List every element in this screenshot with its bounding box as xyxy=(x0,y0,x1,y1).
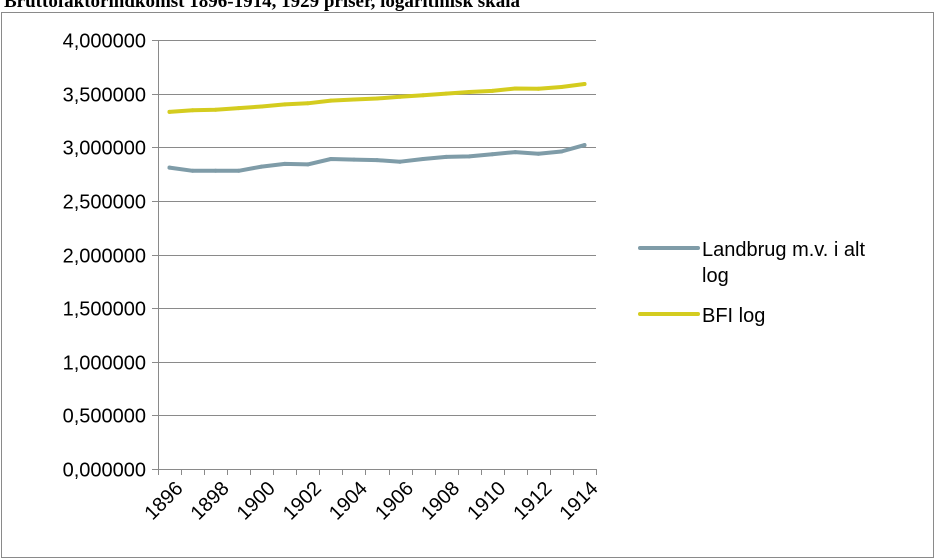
data-point xyxy=(190,168,195,173)
data-point xyxy=(213,168,218,173)
data-point xyxy=(490,152,495,157)
y-tick-label: 0,500000 xyxy=(63,406,146,428)
data-point xyxy=(421,93,426,98)
x-tick-label: 1902 xyxy=(279,477,326,524)
data-point xyxy=(421,157,426,161)
data-point xyxy=(236,106,241,111)
data-point xyxy=(490,88,495,93)
x-tick-label: 1896 xyxy=(141,477,188,524)
x-tick-label: 1912 xyxy=(509,477,556,524)
y-tick-label: 3,500000 xyxy=(63,85,146,107)
chart-border xyxy=(1,12,934,558)
x-tick-label: 1898 xyxy=(187,477,234,524)
data-point xyxy=(444,91,449,96)
data-point xyxy=(259,104,264,109)
data-point xyxy=(375,158,379,163)
data-point xyxy=(236,168,241,173)
data-point xyxy=(467,154,472,159)
data-point xyxy=(328,98,333,103)
data-point xyxy=(398,159,403,164)
data-point xyxy=(305,162,310,167)
y-tick-label: 2,500000 xyxy=(63,192,146,214)
data-point xyxy=(513,86,518,91)
data-point xyxy=(536,151,541,156)
x-tick-label: 1914 xyxy=(555,477,602,524)
data-point xyxy=(305,101,310,106)
data-point xyxy=(167,165,172,170)
series-line-1 xyxy=(167,143,587,173)
chart-title: Bruttofaktorindkomst 1896-1914, 1929 pri… xyxy=(4,0,521,12)
data-point xyxy=(559,85,564,89)
data-point xyxy=(351,157,356,162)
data-point xyxy=(328,157,333,161)
x-tick-label: 1908 xyxy=(417,477,464,524)
x-tick-label: 1904 xyxy=(325,477,372,524)
data-point xyxy=(582,143,587,148)
x-tick-label: 1900 xyxy=(233,477,280,524)
data-point xyxy=(559,149,564,154)
data-point xyxy=(467,90,472,94)
x-tick-label: 1906 xyxy=(371,477,418,524)
y-tick-label: 1,500000 xyxy=(63,299,146,321)
legend-label-2: BFI log xyxy=(702,305,765,327)
data-point xyxy=(213,107,218,112)
data-point xyxy=(259,164,264,169)
x-tick-label: 1910 xyxy=(463,477,510,524)
y-tick-label: 4,000000 xyxy=(63,31,146,53)
y-tick-label: 1,000000 xyxy=(63,353,146,375)
data-point xyxy=(282,161,287,166)
data-point xyxy=(351,97,356,102)
data-point xyxy=(190,108,195,113)
legend-label-1: log xyxy=(702,265,729,287)
data-point xyxy=(398,94,403,99)
data-point xyxy=(582,82,587,86)
data-point xyxy=(536,86,541,91)
y-tick-label: 2,000000 xyxy=(63,246,146,268)
y-tick-label: 0,000000 xyxy=(63,460,146,482)
data-point xyxy=(513,150,518,155)
data-point xyxy=(167,109,172,114)
legend-label-1: Landbrug m.v. i alt xyxy=(702,239,865,261)
data-point xyxy=(375,96,379,101)
y-tick-label: 3,000000 xyxy=(63,138,146,160)
data-point xyxy=(282,102,287,107)
data-point xyxy=(444,154,449,159)
